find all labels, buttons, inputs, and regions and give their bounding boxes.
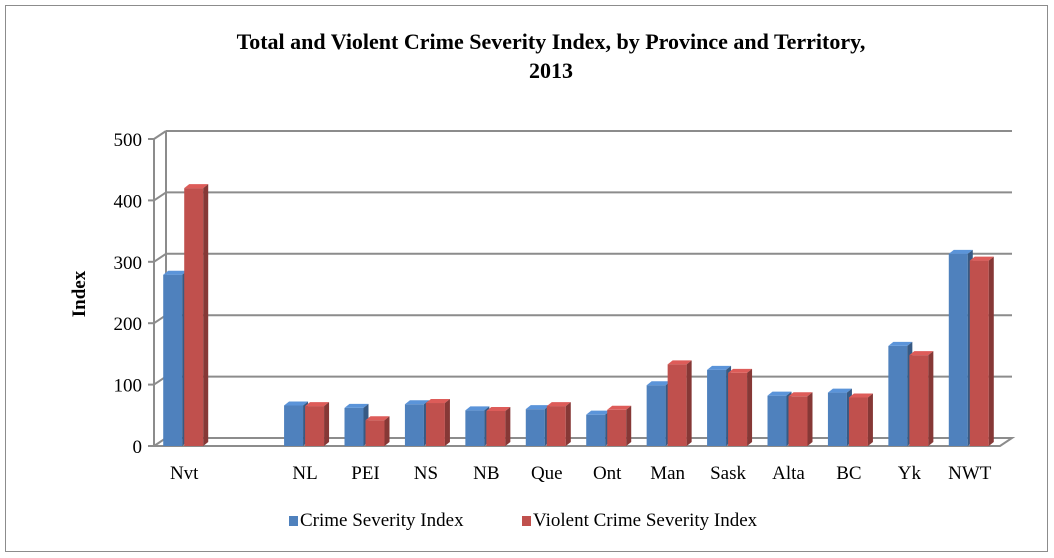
x-tick-label: Man [650,463,685,484]
bar-crime-severity [404,400,429,446]
chart: Total and Violent Crime Severity Index, … [69,29,1016,531]
y-tick-label: 400 [114,191,143,212]
x-axis-labels: Nvt NL PEI NS NB Que Ont Man Sask Alta BC Yk NWT [170,463,992,484]
x-tick-label: Yk [898,463,922,484]
bar-crime-severity [888,341,913,446]
plot-walls [150,131,1016,447]
bar-crime-severity [767,391,792,446]
bar-crime-severity [525,405,550,446]
y-tick-label: 200 [114,314,143,335]
x-tick-label: NB [473,463,499,484]
bar-crime-severity [827,388,852,446]
bar-violent-crime-severity [909,351,934,446]
bar-violent-crime-severity [425,399,450,446]
y-axis-label: Index [69,270,90,317]
y-tick-label: 100 [114,376,143,397]
bar-violent-crime-severity [546,402,571,446]
bar-violent-crime-severity [365,416,390,446]
bar-violent-crime-severity [305,402,330,446]
x-tick-label: Nvt [170,463,199,484]
bar-crime-severity [284,401,309,446]
x-tick-label: Alta [772,463,805,484]
chart-title-line-2: 2013 [529,58,573,83]
legend: Crime Severity Index Violent Crime Severi… [289,510,758,531]
bar-crime-severity [344,403,369,446]
x-tick-label: Sask [710,463,746,484]
y-tick-label: 500 [114,130,143,151]
bar-violent-crime-severity [667,360,692,446]
x-tick-label: NS [414,463,438,484]
x-tick-label: NWT [948,463,992,484]
x-tick-label: Que [531,463,563,484]
bar-violent-crime-severity [788,392,813,446]
bar-violent-crime-severity [848,393,873,446]
chart-title-line-1: Total and Violent Crime Severity Index, … [237,29,866,54]
legend-label: Crime Severity Index [300,510,464,531]
y-tick-label: 300 [114,253,143,274]
gridline-side [153,130,167,140]
bar-violent-crime-severity [728,368,753,446]
gridline-side [153,252,167,263]
gridlines [153,130,1012,386]
chart-frame: Total and Violent Crime Severity Index, … [5,5,1048,552]
bar-crime-severity [707,365,732,446]
y-tick-label: 0 [133,437,143,458]
bar-crime-severity [646,381,671,446]
bar-crime-severity [586,410,611,446]
bar-violent-crime-severity [969,256,994,446]
legend-item: Violent Crime Severity Index [522,510,758,531]
bar-crime-severity [163,270,188,446]
floor [150,437,1016,447]
bar-crime-severity [465,406,490,446]
bar-crime-severity [948,249,973,446]
x-tick-label: Ont [593,463,622,484]
legend-item: Crime Severity Index [289,510,464,531]
legend-swatch [522,516,531,526]
legend-label: Violent Crime Severity Index [533,510,758,531]
gridline-side [153,191,167,202]
x-tick-label: BC [836,463,861,484]
bar-violent-crime-severity [486,407,511,446]
x-tick-label: NL [292,463,317,484]
x-tick-label: PEI [351,463,380,484]
legend-swatch [289,516,298,526]
y-axis-ticks: 0 100 200 300 400 500 [114,130,154,458]
bars [163,184,994,446]
chart-title: Total and Violent Crime Severity Index, … [237,29,866,83]
bar-violent-crime-severity [184,184,209,446]
bar-violent-crime-severity [607,405,632,446]
